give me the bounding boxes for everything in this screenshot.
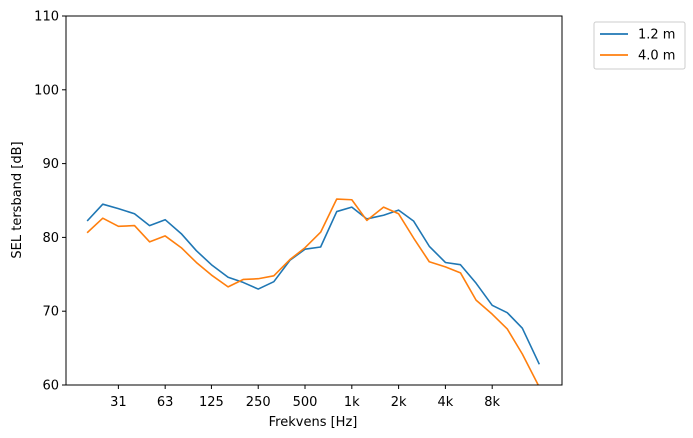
x-tick-label: 8k bbox=[484, 395, 500, 410]
y-tick-label: 100 bbox=[34, 83, 59, 98]
y-axis: 60 70 80 90 100 110 bbox=[34, 10, 66, 394]
y-tick-label: 70 bbox=[42, 305, 59, 320]
x-tick-label: 4k bbox=[437, 395, 453, 410]
x-tick-label: 125 bbox=[199, 395, 224, 410]
x-tick-label: 500 bbox=[293, 395, 318, 410]
x-axis-label: Frekvens [Hz] bbox=[269, 415, 358, 430]
plot-lines bbox=[86, 198, 541, 385]
y-tick-label: 60 bbox=[42, 379, 59, 394]
y-tick-label: 90 bbox=[42, 157, 59, 172]
x-tick-label: 1k bbox=[344, 395, 360, 410]
x-tick-label: 2k bbox=[391, 395, 407, 410]
series-line-1 bbox=[86, 198, 540, 385]
x-tick-label: 31 bbox=[110, 395, 127, 410]
y-tick-label: 110 bbox=[34, 10, 59, 25]
legend-label-0: 1.2 m bbox=[638, 28, 675, 43]
y-tick-label: 80 bbox=[42, 231, 59, 246]
plot-frame bbox=[65, 15, 563, 386]
legend: 1.2 m 4.0 m bbox=[593, 21, 686, 70]
legend-label-1: 4.0 m bbox=[638, 49, 675, 64]
series-line-0 bbox=[86, 203, 541, 365]
x-tick-label: 250 bbox=[246, 395, 271, 410]
x-axis: 31 63 125 250 500 1k 2k 4k 8k bbox=[110, 385, 501, 410]
x-tick-label: 63 bbox=[157, 395, 174, 410]
y-axis-label: SEL tersband [dB] bbox=[10, 141, 25, 258]
